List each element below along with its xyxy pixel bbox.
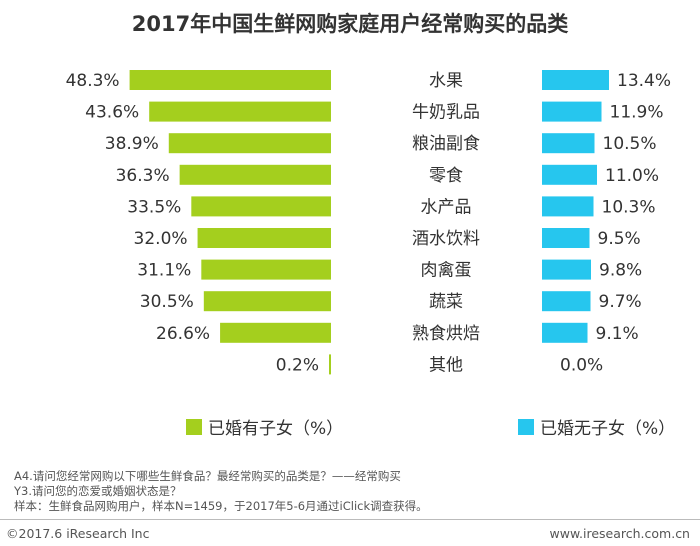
data-label-married-with-children: 43.6% [85,103,139,123]
category-label: 肉禽蛋 [421,261,472,281]
bar-married-with-children [179,164,331,185]
bar-married-with-children [201,259,331,280]
bar-married-no-children [542,322,588,343]
legend-married-no-children: 已婚无子女（%） [518,414,675,439]
legend-label-married-with-children: 已婚有子女（%） [208,419,344,439]
category-label: 水果 [429,71,463,91]
bar-married-with-children [329,354,331,375]
bar-married-with-children [168,133,331,154]
bar-married-with-children [203,291,331,312]
copyright-text: ©2017.6 iResearch Inc [6,526,150,541]
data-label-married-no-children: 11.0% [605,166,659,186]
footer-divider [0,519,700,520]
note-line: Y3.请问您的恋爱或婚姻状态是？ [14,484,182,498]
data-label-married-no-children: 0.0% [560,355,603,375]
data-label-married-no-children: 10.5% [603,134,657,154]
data-label-married-with-children: 32.0% [134,229,188,249]
data-label-married-with-children: 33.5% [127,197,181,217]
data-label-married-with-children: 36.3% [116,166,170,186]
bar-married-with-children [129,70,331,90]
data-label-married-with-children: 30.5% [140,292,194,312]
legend-label-married-no-children: 已婚无子女（%） [540,419,676,439]
survey-notes: A4.请问您经常网购以下哪些生鲜食品？最经常购买的品类是？——经常购买 Y3.请… [14,469,694,514]
bar-married-no-children [542,196,594,217]
data-label-married-with-children: 26.6% [156,324,210,344]
bar-married-with-children [149,101,331,122]
bar-married-no-children [542,101,602,122]
data-label-married-no-children: 9.8% [599,261,642,281]
data-label-married-no-children: 9.1% [596,324,639,344]
website-url: www.iresearch.com.cn [549,526,691,541]
data-label-married-no-children: 11.9% [610,103,664,123]
data-label-married-with-children: 48.3% [66,71,120,91]
data-label-married-with-children: 31.1% [137,261,191,281]
legend-swatch-green [186,418,202,435]
data-label-married-no-children: 9.5% [598,229,641,249]
bar-married-with-children [191,196,331,217]
legend-married-with-children: 已婚有子女（%） [186,414,343,439]
note-line: 样本：生鲜食品网购用户，样本N=1459，于2017年5-6月通过iClick调… [14,499,428,513]
chart-svg: 48.3% 水果 13.4% 43.6% 牛奶乳品 11.9% 38.9% 粮油副食 10.5%… [66,70,671,375]
category-label: 其他 [429,355,463,375]
note-line: A4.请问您经常网购以下哪些生鲜食品？最经常购买的品类是？——经常购买 [14,469,401,483]
chart-title: 2017年中国生鲜网购家庭用户经常购买的品类 [131,12,569,36]
category-label: 粮油副食 [412,134,480,154]
data-label-married-no-children: 10.3% [602,197,656,217]
data-label-married-no-children: 13.4% [617,71,671,91]
category-label: 蔬菜 [429,292,463,312]
data-label-married-with-children: 38.9% [105,134,159,154]
bar-married-with-children [197,228,331,248]
category-label: 零食 [429,166,463,186]
bar-married-no-children [542,133,595,154]
category-label: 牛奶乳品 [412,103,480,123]
data-label-married-no-children: 9.7% [599,292,642,312]
bar-married-no-children [542,164,597,185]
category-label: 水产品 [421,197,472,217]
bar-married-no-children [542,259,591,280]
data-label-married-with-children: 0.2% [276,355,319,375]
bar-married-no-children [542,291,591,312]
bar-married-with-children [220,322,331,343]
bar-married-no-children [542,70,609,90]
legend-swatch-blue [518,418,534,435]
category-label: 酒水饮料 [412,229,480,249]
category-label: 熟食烘焙 [412,323,480,344]
bar-married-no-children [542,228,590,248]
